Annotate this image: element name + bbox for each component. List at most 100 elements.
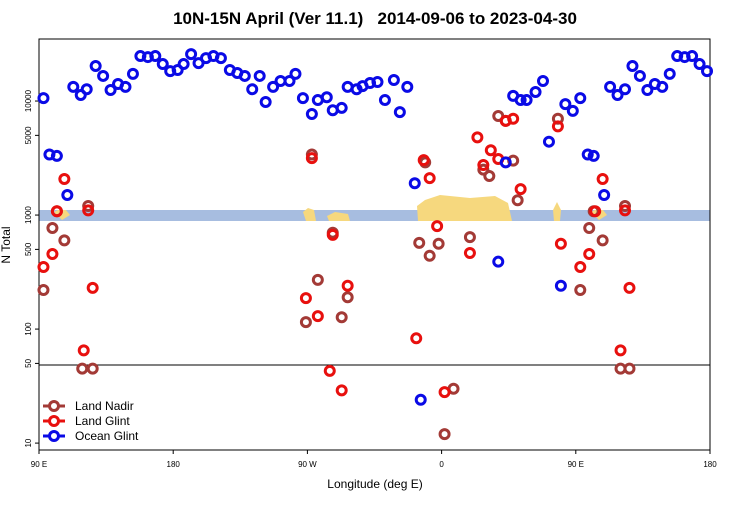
data-point [431, 220, 444, 233]
data-point [97, 69, 110, 82]
data-point [37, 261, 50, 274]
data-point [414, 393, 427, 406]
x-tick-label: 90 E [568, 460, 584, 469]
data-point [542, 135, 555, 148]
data-point [326, 228, 339, 241]
legend-label: Land Glint [75, 414, 130, 428]
data-point [423, 172, 436, 185]
y-tick-label: 100 [24, 322, 33, 336]
data-point [82, 200, 95, 213]
data-point [598, 188, 611, 201]
x-tick-label: 180 [703, 460, 717, 469]
data-point [305, 107, 318, 120]
data-point [50, 149, 63, 162]
plot-frame [38, 38, 711, 451]
x-tick-label: 90 W [298, 460, 317, 469]
data-point [614, 344, 627, 357]
chart-title: 10N-15N April (Ver 11.1) 2014-09-06 to 2… [173, 9, 577, 28]
data-point [438, 428, 451, 441]
data-point [311, 273, 324, 286]
data-point [611, 88, 624, 101]
data-point [583, 222, 596, 235]
data-point [574, 284, 587, 297]
data-point [536, 74, 549, 87]
data-point [514, 94, 527, 107]
data-point [119, 80, 132, 93]
data-point [463, 246, 476, 259]
data-point [483, 170, 496, 183]
data-point [86, 281, 99, 294]
data-point [619, 204, 632, 217]
data-point [37, 92, 50, 105]
data-point [520, 94, 533, 107]
data-point [623, 362, 636, 375]
data-point [387, 73, 400, 86]
data-point [37, 284, 50, 297]
data-point [417, 154, 430, 167]
data-point [378, 94, 391, 107]
data-point [335, 311, 348, 324]
data-point [583, 248, 596, 261]
data-point [46, 222, 59, 235]
ocean-band [39, 210, 710, 221]
legend-marker [48, 415, 60, 427]
data-point [253, 69, 266, 82]
legend-label: Land Nadir [75, 399, 134, 413]
data-point [401, 80, 414, 93]
data-point [305, 152, 318, 165]
data-point [246, 83, 259, 96]
y-tick-label: 5000 [24, 126, 33, 144]
data-point [335, 384, 348, 397]
data-point [587, 149, 600, 162]
data-point [589, 205, 602, 218]
data-point [320, 91, 333, 104]
data-point [82, 204, 95, 217]
data-point [341, 279, 354, 292]
legend-marker [48, 430, 60, 442]
data-point [554, 279, 567, 292]
data-point [86, 362, 99, 375]
x-tick-label: 0 [439, 460, 444, 469]
data-point [623, 281, 636, 294]
surface-band [39, 195, 710, 221]
x-tick-label: 180 [167, 460, 181, 469]
data-point [341, 291, 354, 304]
data-point [393, 106, 406, 119]
data-point [619, 83, 632, 96]
data-point [185, 48, 198, 61]
data-point [559, 98, 572, 111]
data-point [463, 231, 476, 244]
y-tick-label: 1000 [24, 206, 33, 224]
data-point [296, 92, 309, 105]
data-point [574, 261, 587, 274]
data-point [581, 148, 594, 161]
data-point [259, 96, 272, 109]
data-point [551, 120, 564, 133]
data-point [67, 80, 80, 93]
data-point [604, 80, 617, 93]
y-axis-label: N Total [0, 226, 13, 263]
data-point [76, 362, 89, 375]
data-point [171, 64, 184, 77]
data-point [596, 173, 609, 186]
data-point [408, 177, 421, 190]
data-point [238, 69, 251, 82]
data-point [46, 248, 59, 261]
data-point [61, 188, 74, 201]
data-point [574, 92, 587, 105]
data-point [507, 112, 520, 125]
data-point [471, 131, 484, 144]
data-point [477, 163, 490, 176]
x-tick-label: 90 E [31, 460, 47, 469]
data-point [554, 237, 567, 250]
legend-label: Ocean Glint [75, 429, 139, 443]
data-point [619, 200, 632, 213]
data-point [104, 83, 117, 96]
data-point [126, 67, 139, 80]
data-point [693, 58, 706, 71]
data-point [311, 310, 324, 323]
data-point [438, 386, 451, 399]
data-point [432, 237, 445, 250]
data-point [371, 75, 384, 88]
data-point [156, 58, 169, 71]
